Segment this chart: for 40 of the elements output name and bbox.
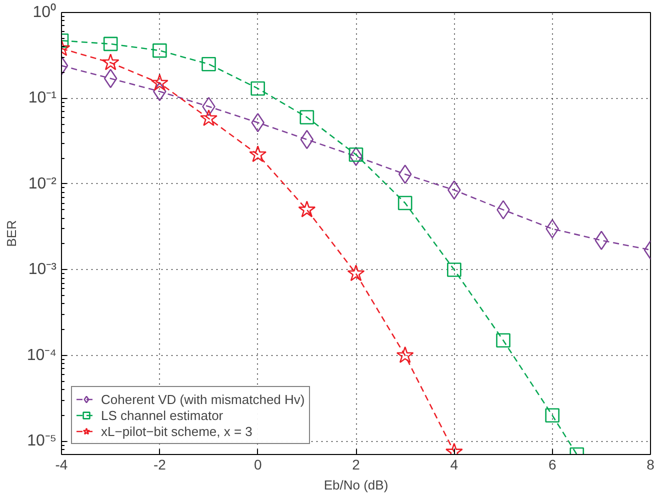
x-axis-title: Eb/No (dB): [324, 478, 388, 492]
point: [348, 147, 364, 162]
y-tick-label: 10⁻³: [28, 261, 58, 278]
y-tick-label: 10⁻¹: [28, 90, 56, 107]
legend-label: xL−pilot−bit scheme, x = 3: [101, 424, 252, 438]
y-tick-label: 10⁻²: [28, 175, 58, 192]
x-tick-label: 0: [254, 456, 262, 472]
point: [496, 333, 510, 348]
y-axis-title: BER: [4, 220, 19, 247]
point: [300, 110, 314, 124]
point: [102, 54, 120, 70]
point: [398, 164, 412, 184]
point: [349, 146, 363, 166]
point: [396, 346, 414, 363]
legend-label: Coherent VD (with mismatched Hv): [101, 392, 305, 406]
point: [545, 408, 560, 423]
point: [300, 130, 314, 150]
point: [104, 68, 118, 88]
y-tick-label: 10⁻⁵: [27, 432, 57, 450]
x-tick-label: -2: [153, 456, 166, 472]
x-tick-label: 4: [450, 456, 458, 472]
point: [150, 74, 168, 91]
x-tick-label: -4: [55, 456, 68, 472]
point: [103, 36, 118, 52]
x-tick-label: 2: [352, 456, 360, 472]
point: [249, 145, 267, 162]
point: [152, 43, 167, 58]
point: [200, 109, 218, 126]
point: [398, 196, 412, 210]
point: [447, 262, 462, 277]
point: [202, 56, 216, 72]
point: [250, 81, 265, 96]
point: [347, 264, 365, 282]
y-tick-label: 10⁻⁴: [26, 346, 57, 364]
point: [298, 200, 316, 218]
x-tick-label: 8: [646, 456, 655, 472]
x-tick-label: 6: [548, 456, 556, 472]
y-tick-label: 10⁰: [32, 3, 56, 21]
point: [594, 230, 608, 250]
legend-label: LS channel estimator: [101, 408, 224, 422]
